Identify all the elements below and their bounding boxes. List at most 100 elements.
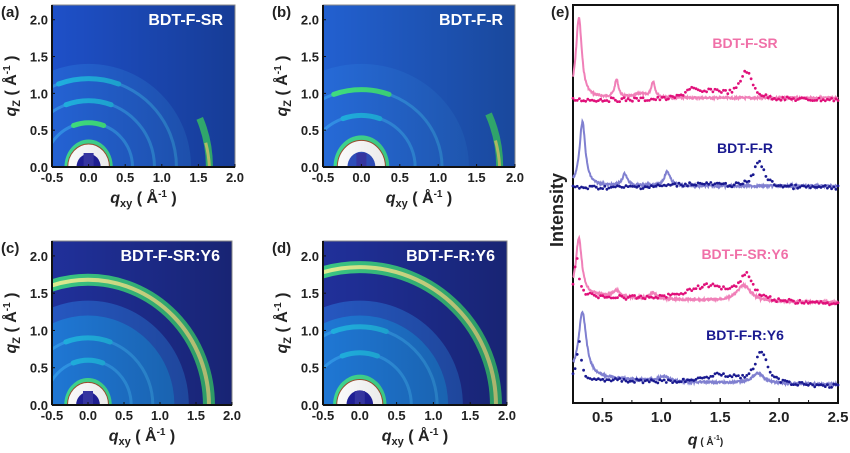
xlabel-sup: -1 <box>714 435 720 442</box>
profile-point <box>660 96 664 99</box>
profile-point <box>662 294 666 298</box>
y-tick-label: 1.5 <box>301 286 319 301</box>
profile-point <box>770 97 774 101</box>
profile-point <box>618 294 621 297</box>
profile-point <box>686 88 689 92</box>
y-axis-label: qZ ( Å-1 ) <box>1 293 23 354</box>
profile-point <box>749 368 753 372</box>
profile-point <box>637 184 641 188</box>
x-tick-label: 1.0 <box>429 170 447 185</box>
profile-point <box>798 97 802 100</box>
profile-point <box>828 303 831 307</box>
profile-point <box>601 377 605 381</box>
x-tick-label: 0.5 <box>391 170 409 185</box>
profile-point <box>836 99 840 102</box>
profile-point <box>802 184 806 188</box>
profile-point <box>622 296 626 300</box>
profile-point <box>639 96 643 100</box>
profile-point <box>700 90 704 93</box>
profile-point <box>605 99 609 102</box>
profile-point <box>590 292 594 296</box>
profile-point <box>684 380 687 384</box>
profile-point <box>730 185 734 189</box>
profile-point <box>626 185 630 189</box>
profile-point <box>671 381 674 384</box>
profile-point <box>696 88 700 92</box>
series-label: BDT-F-R <box>717 140 773 156</box>
profile-point <box>787 184 791 188</box>
profile-point <box>624 298 628 301</box>
series-label: BDT-F-R:Y6 <box>706 327 784 343</box>
profile-point <box>624 99 628 103</box>
profile-point <box>667 97 670 101</box>
profile-line <box>572 118 839 191</box>
profile-point <box>622 96 626 100</box>
profile-point <box>756 288 759 292</box>
profile-point <box>749 174 753 178</box>
profile-point <box>645 294 649 298</box>
profile-point <box>575 257 579 260</box>
profile-point <box>616 100 619 103</box>
y-tick-label: 0.5 <box>301 361 319 376</box>
profile-point <box>802 382 806 386</box>
profile-point <box>753 362 757 366</box>
profile-point <box>609 185 613 189</box>
profile-point <box>650 378 653 382</box>
ylabel-close: ) <box>3 293 20 303</box>
profile-point <box>792 97 795 100</box>
profile-point <box>664 184 668 188</box>
profile-point <box>739 280 742 283</box>
y-tick-label: 0.0 <box>301 160 319 175</box>
profile-point <box>768 94 772 98</box>
profile-point <box>584 293 588 296</box>
xlabel-q: q <box>386 190 396 207</box>
profile-point <box>790 298 793 302</box>
profile-point <box>724 89 727 92</box>
profile-point <box>575 99 579 102</box>
profile-point <box>594 185 598 189</box>
profile-point <box>628 184 632 188</box>
x-axis-label: qxy ( Å-1 ) <box>382 426 449 448</box>
profile-point <box>588 377 592 380</box>
series-bdt-f-r-out-of-plane <box>571 159 840 191</box>
profile-point <box>578 277 581 281</box>
profile-point <box>756 91 759 94</box>
profile-point <box>758 351 761 354</box>
profile-point <box>673 379 677 383</box>
profile-point <box>709 87 713 91</box>
profile-point <box>628 379 632 383</box>
profile-point <box>605 378 609 381</box>
profile-point <box>698 376 702 380</box>
profile-point <box>726 92 730 96</box>
profile-point <box>764 175 768 178</box>
profile-point <box>599 97 602 101</box>
profile-point <box>809 300 812 304</box>
profile-point <box>826 97 829 101</box>
profile-point <box>826 186 829 190</box>
profile-point <box>686 184 689 188</box>
profile-point <box>802 301 806 305</box>
xlabel-sup: -1 <box>157 427 166 438</box>
profile-point <box>643 379 647 383</box>
xlabel-unit: ( Å <box>698 435 714 448</box>
y-tick-label: 0.5 <box>301 123 319 138</box>
xlabel-unit: ( Å <box>408 188 434 207</box>
profile-point <box>745 180 749 184</box>
profile-point <box>578 97 581 100</box>
profile-point <box>711 90 715 94</box>
profile-point <box>571 184 575 188</box>
profile-point <box>578 340 581 343</box>
profile-point <box>834 302 838 306</box>
profile-point <box>652 97 655 101</box>
profile-point <box>781 96 785 99</box>
profile-point <box>813 185 817 189</box>
profile-point <box>637 296 641 299</box>
profile-point <box>620 97 624 101</box>
profile-point <box>597 296 600 300</box>
profile-point <box>611 185 615 189</box>
profile-point <box>645 378 649 382</box>
profile-point <box>760 165 764 169</box>
profile-point <box>753 165 757 169</box>
profile-point <box>669 379 672 382</box>
profile-point <box>688 378 691 382</box>
